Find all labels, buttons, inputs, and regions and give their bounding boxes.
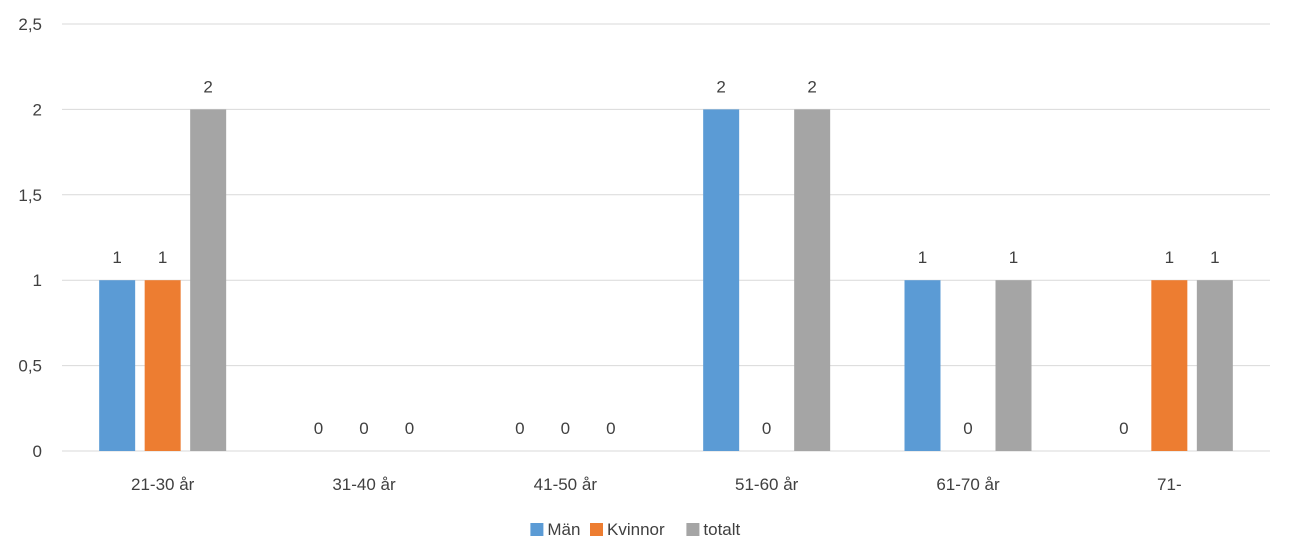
x-tick-label: 71-: [1157, 475, 1182, 494]
y-tick-label: 2: [33, 100, 42, 119]
x-tick-label: 41-50 år: [534, 475, 598, 494]
bar-män-0: [99, 280, 136, 451]
bar-totalt-3: [794, 109, 831, 452]
x-tick-label: 51-60 år: [735, 475, 799, 494]
legend-swatch-män: [530, 523, 544, 536]
grid-lines: [62, 23, 1270, 452]
data-labels: 1 1 2 0 0 0 0 0 0 2 0 2 1 0 1 0 1 1: [112, 77, 1219, 438]
y-tick-label: 2,5: [18, 15, 42, 34]
bar-kvinnor-0: [144, 280, 181, 451]
legend-swatch-totalt: [686, 523, 700, 536]
legend: Män Kvinnor totalt: [530, 520, 741, 539]
y-tick-label: 1,5: [18, 186, 42, 205]
data-label: 0: [314, 419, 323, 438]
bar-män-4: [904, 280, 941, 451]
data-label: 0: [561, 419, 570, 438]
y-tick-label: 0: [33, 442, 42, 461]
bar-totalt-4: [995, 280, 1032, 451]
data-label: 1: [112, 248, 121, 267]
bar-totalt-0: [190, 109, 227, 452]
y-axis: 0 0,5 1 1,5 2 2,5: [18, 15, 42, 461]
legend-label-totalt: totalt: [703, 520, 740, 539]
data-label: 1: [1210, 248, 1219, 267]
data-label: 0: [359, 419, 368, 438]
data-label: 2: [807, 77, 816, 96]
data-label: 1: [1165, 248, 1174, 267]
legend-label-kvinnor: Kvinnor: [607, 520, 665, 539]
bar-totalt-5: [1196, 280, 1233, 451]
bar-män-3: [703, 109, 740, 452]
bar-kvinnor-5: [1151, 280, 1188, 451]
data-label: 1: [918, 248, 927, 267]
data-label: 0: [606, 419, 615, 438]
data-label: 2: [716, 77, 725, 96]
data-label: 0: [515, 419, 524, 438]
data-label: 2: [203, 77, 212, 96]
legend-swatch-kvinnor: [590, 523, 603, 536]
x-tick-label: 21-30 år: [131, 475, 195, 494]
y-tick-label: 0,5: [18, 357, 42, 376]
data-label: 0: [405, 419, 414, 438]
legend-label-män: Män: [547, 520, 580, 539]
data-label: 0: [963, 419, 972, 438]
data-label: 1: [158, 248, 167, 267]
data-label: 1: [1009, 248, 1018, 267]
data-label: 0: [762, 419, 771, 438]
y-tick-label: 1: [33, 271, 42, 290]
bars: [99, 109, 1233, 452]
x-tick-label: 61-70 år: [936, 475, 1000, 494]
data-label: 0: [1119, 419, 1128, 438]
x-tick-label: 31-40 år: [332, 475, 396, 494]
x-axis: 21-30 år 31-40 år 41-50 år 51-60 år 61-70 år…: [131, 475, 1182, 494]
